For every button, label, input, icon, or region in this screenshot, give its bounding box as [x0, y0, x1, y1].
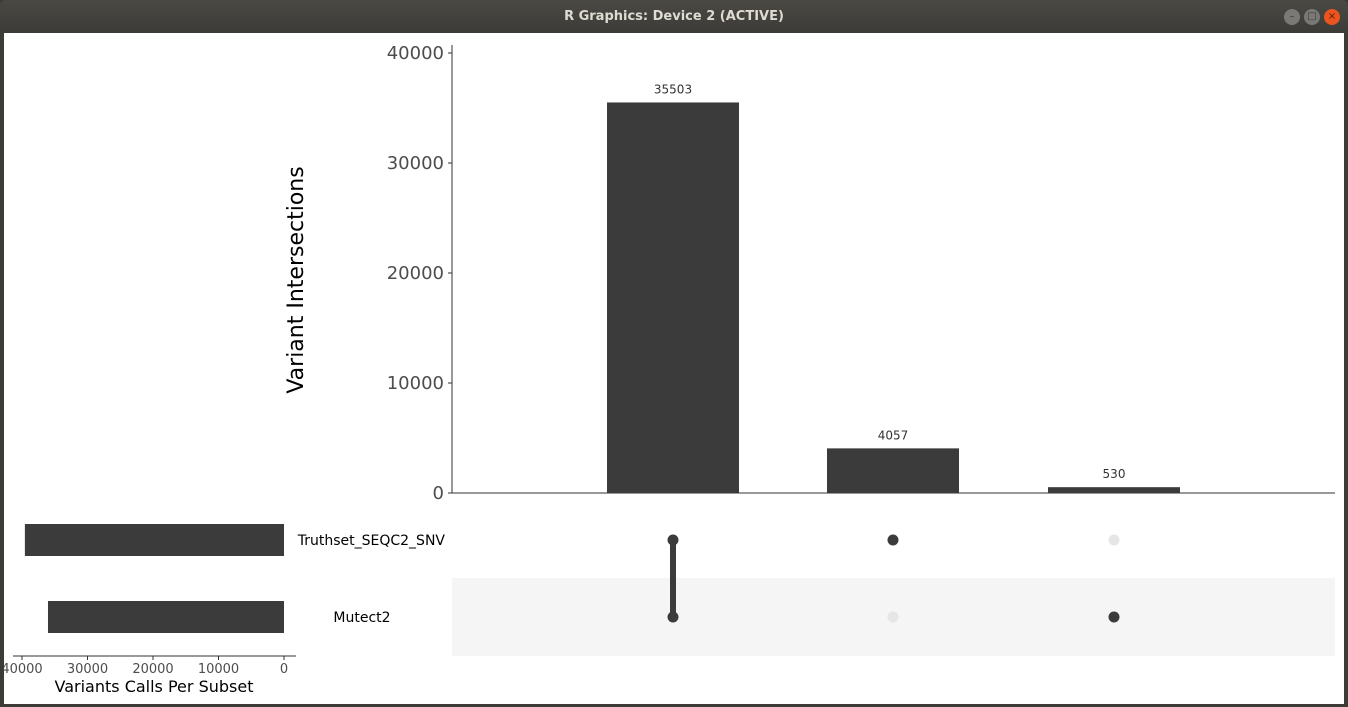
intersection-bar — [1048, 487, 1180, 493]
set-name-label: Mutect2 — [333, 610, 390, 626]
set-axis-tick-label: 30000 — [67, 662, 108, 677]
intersection-bar — [827, 448, 959, 493]
bar-value-label: 4057 — [878, 428, 909, 442]
intersection-bar — [607, 102, 739, 493]
bar-value-label: 35503 — [654, 82, 692, 96]
set-size-bar — [47, 601, 284, 633]
matrix-dot-active — [667, 611, 679, 623]
set-axis-tick-label: 0 — [280, 662, 288, 677]
bar-value-label: 530 — [1103, 467, 1126, 481]
y-axis-title: Variant Intersections — [284, 166, 309, 393]
y-tick-label: 30000 — [387, 153, 444, 174]
maximize-button[interactable]: □ — [1304, 9, 1320, 25]
set-axis-tick-label: 40000 — [4, 662, 43, 677]
set-axis-title: Variants Calls Per Subset — [55, 677, 254, 696]
set-size-bar — [24, 524, 285, 556]
y-tick-label: 40000 — [387, 43, 444, 64]
y-tick-label: 20000 — [387, 263, 444, 284]
set-axis-tick-label: 10000 — [198, 662, 239, 677]
close-button[interactable]: × — [1324, 9, 1340, 25]
window-title: R Graphics: Device 2 (ACTIVE) — [564, 9, 784, 24]
matrix-dot-inactive — [887, 611, 899, 623]
window-titlebar: R Graphics: Device 2 (ACTIVE) – □ × — [0, 0, 1348, 33]
upset-plot: 0 10000 20000 30000 40000 Variant Intersectio… — [4, 43, 1335, 696]
matrix-dot-active — [667, 534, 679, 546]
matrix-dot-active — [887, 534, 899, 546]
minimize-button[interactable]: – — [1284, 9, 1300, 25]
y-tick-label: 10000 — [387, 373, 444, 394]
set-axis-tick-label: 20000 — [132, 662, 173, 677]
y-tick-label: 0 — [433, 483, 444, 504]
set-name-label: Truthset_SEQC2_SNV — [297, 533, 446, 549]
matrix-dot-inactive — [1108, 534, 1120, 546]
plot-canvas: 0 10000 20000 30000 40000 Variant Intersectio… — [4, 33, 1344, 704]
matrix-dot-active — [1108, 611, 1120, 623]
